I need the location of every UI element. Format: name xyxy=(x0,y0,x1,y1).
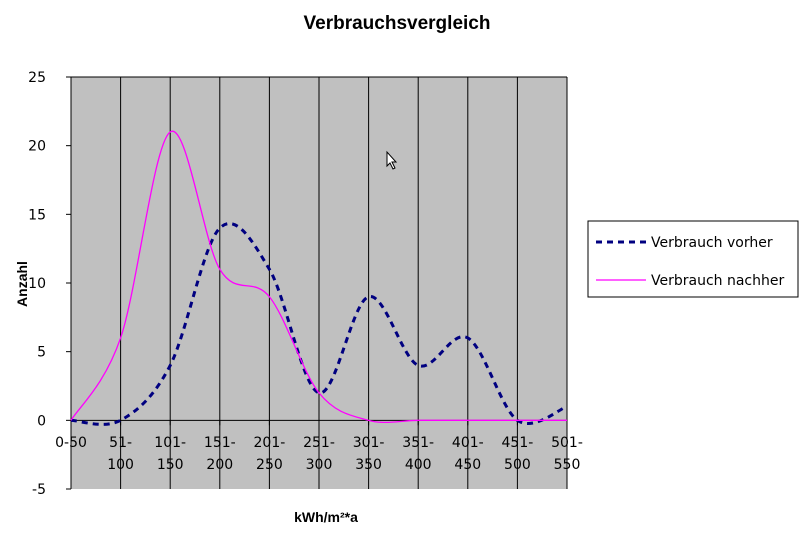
series-line-nachher xyxy=(70,130,567,423)
y-tick-label: 20 xyxy=(28,139,46,155)
y-tick-labels: -5 0 5 10 15 20 25 xyxy=(28,70,46,498)
y-tick-label: 15 xyxy=(28,207,46,223)
x-tick-label: 201- xyxy=(254,435,286,451)
series-lines xyxy=(70,130,568,426)
x-tick-label: 200 xyxy=(206,457,233,473)
y-axis-title: Anzahl xyxy=(14,261,30,307)
x-tick-label: 500 xyxy=(504,457,531,473)
legend-label-vorher: Verbrauch vorher xyxy=(651,235,773,251)
x-tick-label: 101- xyxy=(154,435,186,451)
x-tick-label: 450 xyxy=(454,457,481,473)
legend-box xyxy=(587,220,799,298)
x-tick-label: 400 xyxy=(405,457,432,473)
legend: Verbrauch vorher Verbrauch nachher xyxy=(587,220,799,298)
x-tick-label: 150 xyxy=(157,457,184,473)
x-tick-labels: 0-50 51- 100 101- 150 151- 200 201- 250 251- 300 30… xyxy=(55,435,583,473)
y-tick-label: 0 xyxy=(37,413,46,429)
x-tick-label: 501- xyxy=(551,435,583,451)
x-tick-label: 250 xyxy=(256,457,283,473)
x-tick-label: 550 xyxy=(554,457,581,473)
y-tick-label: 25 xyxy=(28,70,46,86)
x-tick-label: 451- xyxy=(502,435,534,451)
y-tick-label: -5 xyxy=(32,482,46,498)
y-tick-label: 10 xyxy=(28,276,46,292)
x-tick-label: 401- xyxy=(452,435,484,451)
series-line-vorher xyxy=(70,222,568,426)
x-tick-label: 0-50 xyxy=(55,435,87,451)
x-tick-label: 100 xyxy=(107,457,134,473)
y-tick-label: 5 xyxy=(37,345,46,361)
x-tick-label: 251- xyxy=(303,435,335,451)
x-tick-label: 51- xyxy=(109,435,132,451)
legend-label-nachher: Verbrauch nachher xyxy=(651,273,784,289)
x-tick-label: 301- xyxy=(353,435,385,451)
x-tick-label: 351- xyxy=(402,435,434,451)
x-tick-label: 151- xyxy=(204,435,236,451)
x-tick-label: 300 xyxy=(306,457,333,473)
chart-title: Verbrauchsvergleich xyxy=(304,13,491,34)
x-tick-label: 350 xyxy=(355,457,382,473)
cursor-pointer-icon xyxy=(386,150,398,170)
x-axis-title: kWh/m²*a xyxy=(294,509,358,525)
